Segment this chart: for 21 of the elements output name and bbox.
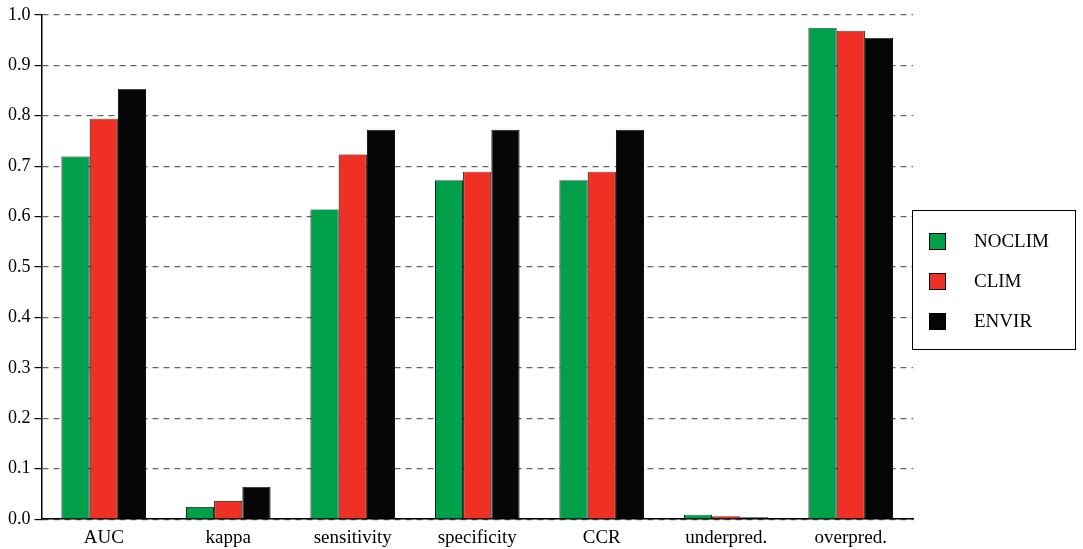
y-tick-label: 0.9 (8, 53, 31, 74)
x-tick-label: underpred. (685, 525, 768, 547)
y-tick-label: 1.0 (8, 3, 31, 24)
legend-label: NOCLIM (974, 230, 1049, 252)
y-tick-label: 0.0 (8, 507, 31, 528)
y-tick-label: 0.3 (8, 356, 31, 377)
legend-label: ENVIR (974, 310, 1033, 332)
x-tick-label: CCR (582, 525, 622, 547)
y-tick-label: 0.5 (8, 255, 31, 276)
y-tick-label: 0.8 (8, 104, 31, 125)
x-tick-label: overpred. (814, 525, 887, 547)
y-tick-label: 0.4 (8, 306, 31, 327)
x-tick-label: kappa (205, 525, 252, 547)
y-tick-label: 0.2 (8, 407, 31, 428)
y-tick-label: 0.1 (8, 457, 31, 478)
legend-label: CLIM (974, 270, 1022, 292)
y-tick-label: 0.6 (8, 205, 31, 226)
x-tick-label: sensitivity (313, 525, 393, 547)
y-tick-label: 0.7 (8, 154, 31, 175)
x-tick-label: AUC (83, 525, 124, 547)
x-tick-label: specificity (437, 525, 518, 547)
